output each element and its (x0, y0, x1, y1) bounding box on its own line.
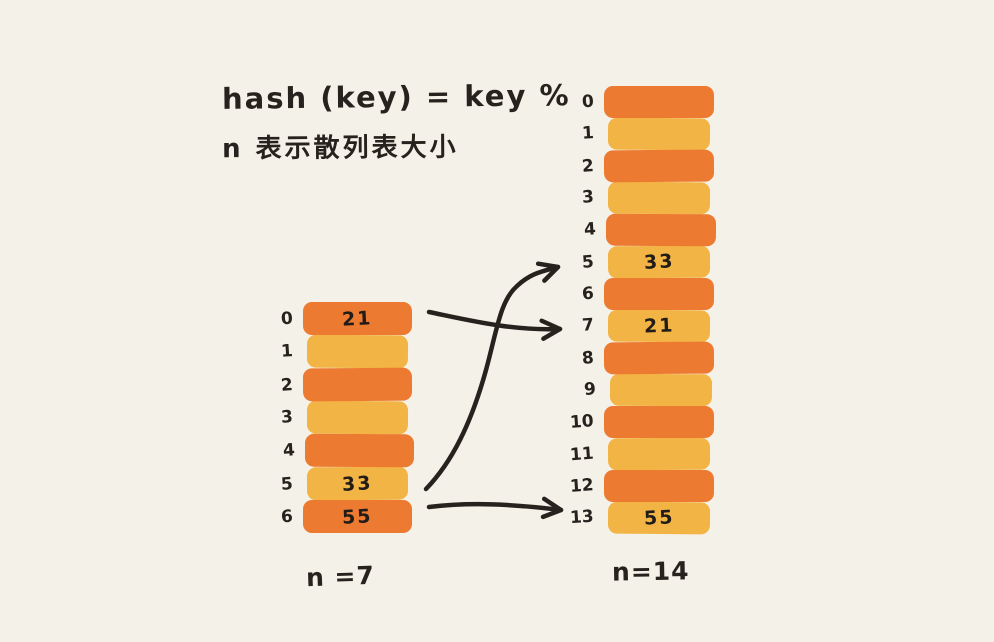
hash-slot-right-4: 4 (584, 213, 717, 247)
arrow-key-33 (423, 261, 561, 492)
hash-slot-right-9: 9 (584, 373, 713, 407)
arrow-key-55 (426, 496, 564, 520)
hash-slot-right-0: 0 (581, 86, 714, 118)
slot-index: 9 (583, 379, 597, 400)
slot-value: 21 (643, 314, 675, 338)
hash-slot-right-12: 12 (570, 470, 714, 502)
formula-caption: hash (key) = key % n 表示散列表大小 (221, 78, 571, 165)
table-size-label-n7: n =7 (305, 560, 376, 593)
table-size-label-n14: n=14 (611, 556, 690, 587)
slot-index: 7 (581, 315, 595, 336)
slot-value: 33 (643, 250, 675, 274)
slot-index: 1 (581, 123, 595, 144)
slot-index: 2 (581, 156, 595, 177)
formula-note-line: n 表示散列表大小 (221, 132, 459, 165)
hash-slot-right-8: 8 (581, 341, 715, 375)
slot-index: 10 (569, 411, 595, 433)
hash-slot-right-3: 3 (582, 181, 711, 215)
slot-index: 0 (280, 308, 294, 329)
hash-slot-right-13: 13 55 (570, 501, 711, 535)
slot-index: 5 (581, 252, 595, 273)
slot-index: 11 (569, 443, 595, 466)
hash-slot-right-5: 5 33 (581, 245, 711, 279)
hash-slot-right-11: 11 (570, 437, 711, 471)
slot-index: 2 (280, 374, 294, 396)
slot-value: 33 (341, 471, 374, 496)
hash-slot-left-6: 6 55 (280, 500, 412, 533)
slot-index: 0 (581, 91, 595, 113)
slot-index: 4 (282, 439, 296, 461)
hash-slot-right-6: 6 (581, 278, 714, 310)
slot-value: 55 (341, 504, 374, 529)
slot-index: 6 (581, 283, 595, 305)
hash-table-n7: 0 21 1 2 3 4 5 33 6 55 (280, 302, 415, 533)
slot-index: 8 (581, 348, 595, 369)
hash-slot-right-2: 2 (581, 149, 715, 183)
hash-slot-right-7: 7 21 (582, 309, 711, 343)
slot-value: 55 (643, 506, 675, 530)
slot-index: 6 (280, 506, 294, 527)
hash-slot-left-0: 0 21 (280, 302, 412, 335)
hash-table-n14: 0 1 2 3 4 5 33 6 7 21 (570, 86, 717, 535)
hash-slot-right-10: 10 (570, 406, 714, 438)
slot-index: 12 (569, 475, 595, 497)
slot-index: 3 (581, 187, 595, 208)
hash-slot-left-4: 4 (283, 433, 415, 468)
hash-slot-left-1: 1 (281, 334, 409, 369)
arrow-key-21 (426, 309, 563, 341)
hash-slot-left-3: 3 (281, 400, 409, 435)
slot-index: 4 (583, 219, 597, 240)
hash-slot-left-2: 2 (280, 367, 413, 402)
slot-index: 1 (280, 340, 294, 362)
slot-index: 5 (280, 473, 294, 495)
slot-value: 21 (341, 306, 374, 331)
hash-slot-left-5: 5 33 (280, 466, 409, 501)
slot-index: 13 (569, 506, 595, 529)
formula-line: hash (key) = key % (221, 78, 571, 116)
slot-index: 3 (280, 406, 294, 428)
hash-slot-right-1: 1 (582, 117, 711, 151)
